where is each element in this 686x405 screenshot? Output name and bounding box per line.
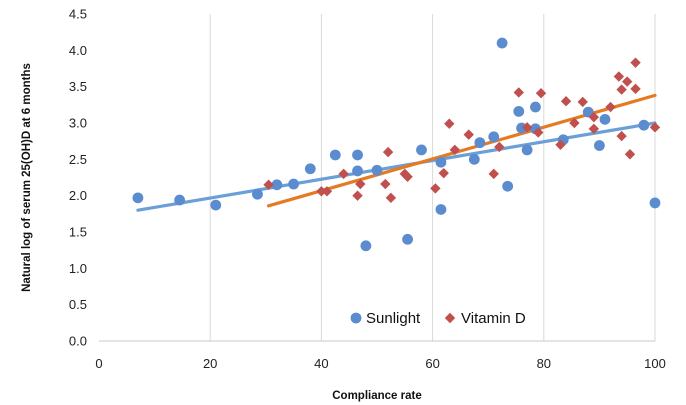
data-point-vitamin-d [385,192,397,204]
data-point-sunlight [435,156,447,168]
data-point-sunlight [416,144,427,156]
data-point-vitamin-d [399,168,410,180]
data-point-vitamin-d [316,186,327,197]
data-point-sunlight [329,149,341,161]
data-point-sunlight [210,199,222,211]
data-point-vitamin-d [630,83,641,95]
data-point-vitamin-d [430,183,441,194]
data-point-vitamin-d [402,171,413,182]
y-tick-label: 1.0 [69,261,87,276]
y-tick-label: 3.0 [69,116,87,131]
y-tick-label: 4.0 [69,43,87,58]
data-point-sunlight [638,119,650,131]
data-point-sunlight [304,163,316,175]
data-point-vitamin-d [535,88,547,99]
data-point-vitamin-d [494,141,505,153]
data-point-vitamin-d [263,179,274,190]
y-tick-label: 2.0 [69,188,87,203]
legend-label-sunlight: Sunlight [366,310,421,327]
data-point-vitamin-d [355,178,366,190]
data-point-vitamin-d [588,123,600,135]
data-point-vitamin-d [321,186,333,197]
data-point-sunlight [352,165,363,177]
data-point-sunlight [502,180,514,192]
legend: Sunlight Vitamin D [350,310,526,327]
data-points [132,37,661,252]
x-tick-label: 40 [314,356,328,371]
y-axis-title: Natural log of serum 25(OH)D at 6 months [21,63,33,292]
legend-label-vitamin-d: Vitamin D [461,310,526,327]
data-point-vitamin-d [616,130,627,142]
data-point-vitamin-d [649,122,661,133]
data-point-vitamin-d [438,167,449,179]
data-point-vitamin-d [630,57,641,68]
x-tick-labels: 0 20 40 60 80 100 [95,356,665,371]
data-point-sunlight [352,149,363,161]
data-point-vitamin-d [463,129,474,140]
data-point-vitamin-d [588,111,600,123]
data-point-vitamin-d [444,118,455,129]
x-axis-title: Compliance rate [332,390,421,402]
data-point-sunlight [513,105,525,117]
data-point-sunlight [474,137,486,149]
data-point-sunlight [649,197,661,209]
data-point-vitamin-d [449,144,461,156]
y-tick-label: 4.5 [69,7,87,22]
y-tick-label: 2.5 [69,152,87,167]
y-tick-label: 1.5 [69,225,87,240]
data-point-vitamin-d [622,76,633,87]
data-point-vitamin-d [605,101,616,113]
data-point-sunlight [488,131,500,143]
data-point-sunlight [271,179,283,191]
data-point-vitamin-d [560,96,572,107]
y-tick-labels: 0.0 0.5 1.0 1.5 2.0 2.5 3.0 3.5 4.0 4.5 [69,7,87,349]
x-tick-label: 100 [644,356,666,371]
data-point-vitamin-d [533,127,544,138]
data-point-vitamin-d [513,87,524,98]
data-point-sunlight [521,144,533,156]
data-point-sunlight [360,240,372,252]
data-point-sunlight [174,194,186,206]
trendlines [136,93,657,212]
data-point-vitamin-d [352,190,363,201]
x-tick-label: 20 [203,356,217,371]
data-point-vitamin-d [380,178,391,190]
legend-marker-vitamin-d [444,312,456,324]
data-point-sunlight [594,140,605,151]
data-point-sunlight [599,113,611,125]
trendline-sunlight [136,121,657,212]
data-point-vitamin-d [555,139,566,150]
y-tick-label: 0.0 [69,334,87,349]
data-point-sunlight [402,233,413,245]
data-point-vitamin-d [569,117,580,129]
data-point-sunlight [252,188,263,200]
legend-marker-sunlight [350,312,362,324]
x-tick-label: 60 [425,356,439,371]
data-point-sunlight [288,178,299,190]
data-point-vitamin-d [488,168,499,180]
data-point-sunlight [468,153,480,165]
gridlines [209,14,656,341]
data-point-sunlight [132,192,144,204]
data-point-sunlight [530,101,541,113]
data-point-sunlight [371,164,383,176]
data-point-vitamin-d [616,84,627,95]
data-point-sunlight [435,204,447,215]
data-point-vitamin-d [382,146,394,158]
data-point-vitamin-d [624,149,636,160]
data-point-vitamin-d [338,168,349,180]
x-tick-label: 80 [537,356,551,371]
y-tick-label: 0.5 [69,297,87,312]
data-point-vitamin-d [613,71,625,82]
data-point-vitamin-d [577,96,588,108]
data-point-sunlight [496,37,508,49]
y-tick-label: 3.5 [69,79,87,94]
data-point-vitamin-d [521,122,533,133]
x-tick-label: 0 [95,356,102,371]
data-point-sunlight [582,106,594,118]
